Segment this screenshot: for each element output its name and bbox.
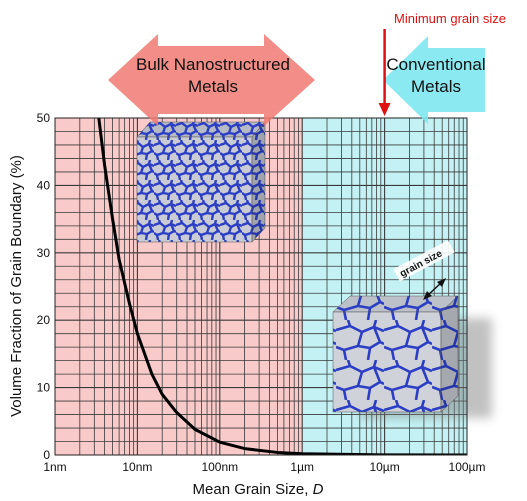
conventional-region-label-line2: Metals [411,77,461,96]
y-tick-label: 0 [43,448,50,462]
y-tick-label: 40 [37,178,51,192]
conventional-region-label-line1: Conventional [386,55,485,74]
minimum-grain-size-marker: Minimum grain size [378,11,506,116]
conventional-region-arrow: Conventional Metals [383,36,486,124]
nanocrystal-cube-image [136,121,266,243]
x-tick-label: 1µm [290,460,314,474]
nano-region-label-line1: Bulk Nanostructured [136,55,290,74]
nano-region-arrow: Bulk Nanostructured Metals [108,34,315,126]
grain-size-arrowhead-start [423,291,432,300]
x-axis-title: Mean Grain Size, D [193,481,324,498]
y-tick-label: 30 [37,246,51,260]
x-tick-label: 10nm [122,460,152,474]
minimum-grain-size-label: Minimum grain size [394,11,506,26]
nano-region-label-line2: Metals [188,77,238,96]
y-tick-label: 50 [37,111,51,125]
x-tick-label: 10µm [369,460,399,474]
y-tick-labels: 0 10 20 30 40 50 [37,111,51,462]
x-tick-labels: 1nm 10nm 100nm 1µm 10µm 100µm [43,460,485,474]
x-axis-title-var: D [313,481,324,498]
x-tick-label: 100µm [449,460,486,474]
x-tick-label: 100nm [201,460,238,474]
conventional-cube-image [332,295,492,418]
x-tick-label: 1nm [43,460,66,474]
y-tick-label: 10 [37,381,51,395]
plot-frame [54,117,468,456]
series-line-0 [97,118,467,455]
x-axis-title-main: Mean Grain Size, [193,481,313,498]
y-tick-label: 20 [37,313,51,327]
y-axis-title: Volume Fraction of Grain Boundary (%) [8,155,25,417]
minimum-grain-size-arrowhead [378,103,391,116]
grain-size-arrowhead-end [437,278,446,287]
